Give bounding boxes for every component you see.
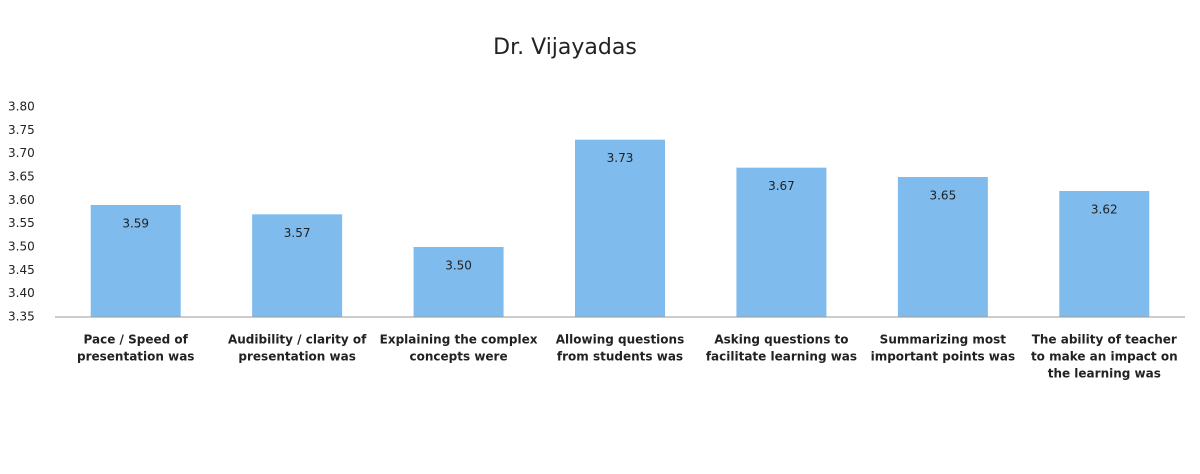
data-label: 3.50 bbox=[445, 259, 472, 273]
bar bbox=[897, 177, 988, 317]
bar bbox=[90, 205, 181, 317]
data-label: 3.57 bbox=[284, 226, 311, 240]
y-tick-label: 3.55 bbox=[8, 216, 35, 230]
y-tick-label: 3.60 bbox=[8, 193, 35, 207]
y-tick-label: 3.40 bbox=[8, 286, 35, 300]
x-tick-label: presentation was bbox=[238, 350, 355, 364]
x-tick-label: Allowing questions bbox=[556, 333, 684, 347]
data-label: 3.62 bbox=[1091, 203, 1118, 217]
x-tick-label: Explaining the complex bbox=[380, 333, 538, 347]
bar bbox=[413, 247, 504, 317]
bar bbox=[736, 167, 827, 317]
chart-title: Dr. Vijayadas bbox=[493, 35, 637, 60]
x-tick-label: concepts were bbox=[410, 350, 508, 364]
data-label: 3.73 bbox=[607, 151, 634, 165]
y-tick-label: 3.45 bbox=[8, 263, 35, 277]
x-tick-label: important points was bbox=[871, 350, 1016, 364]
data-label: 3.67 bbox=[768, 179, 795, 193]
x-tick-label: the learning was bbox=[1048, 367, 1161, 381]
data-label: 3.59 bbox=[122, 217, 149, 231]
x-tick-label: Summarizing most bbox=[880, 333, 1007, 347]
bar bbox=[252, 214, 343, 317]
y-tick-label: 3.80 bbox=[8, 100, 35, 114]
x-tick-label: to make an impact on bbox=[1031, 350, 1178, 364]
bar bbox=[1059, 191, 1150, 317]
bar bbox=[575, 139, 665, 317]
y-tick-label: 3.75 bbox=[8, 123, 35, 137]
x-tick-label: Asking questions to bbox=[714, 333, 848, 347]
y-tick-label: 3.35 bbox=[8, 310, 35, 324]
y-tick-label: 3.65 bbox=[8, 170, 35, 184]
y-tick-label: 3.50 bbox=[8, 240, 35, 254]
x-tick-label: Audibility / clarity of bbox=[228, 333, 367, 347]
x-tick-label: The ability of teacher bbox=[1032, 333, 1177, 347]
x-tick-label: presentation was bbox=[77, 350, 194, 364]
data-label: 3.65 bbox=[929, 189, 956, 203]
x-tick-label: Pace / Speed of bbox=[84, 333, 189, 347]
y-tick-label: 3.70 bbox=[8, 146, 35, 160]
x-tick-label: from students was bbox=[557, 350, 683, 364]
x-tick-label: facilitate learning was bbox=[706, 350, 857, 364]
